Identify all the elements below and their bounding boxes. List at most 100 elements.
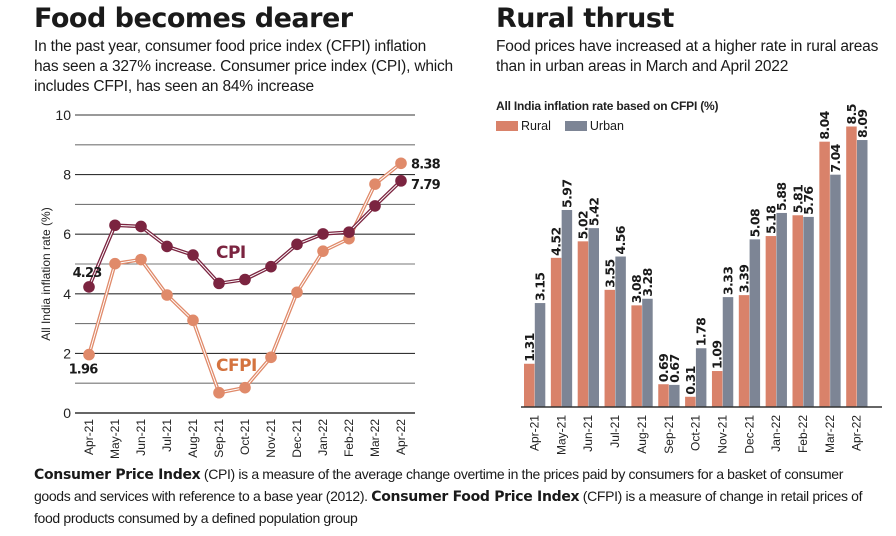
bar-rural (819, 141, 830, 407)
footnote: Consumer Price Index (CPI) is a measure … (34, 464, 874, 529)
data-point-cpi (317, 228, 329, 240)
data-point-cpi (265, 260, 277, 273)
x-tick-label: Jul-21 (608, 415, 622, 448)
data-point-cfpi (395, 157, 407, 170)
data-point-cfpi (83, 348, 95, 361)
x-tick-label: Feb-22 (796, 415, 810, 453)
bar-urban (561, 209, 573, 407)
legend-item-rural: Rural (496, 119, 551, 133)
bar-value-label: 3.55 (602, 259, 617, 287)
bar-legend: Rural Urban (496, 119, 624, 133)
y-tick-label: 8 (63, 167, 71, 183)
bar-urban (615, 256, 626, 407)
bar-rural (604, 289, 616, 407)
legend-label-rural: Rural (521, 119, 551, 133)
bar-rural (658, 384, 669, 407)
x-tick-label: Jul-21 (160, 419, 174, 452)
bar-value-label: 7.04 (828, 143, 843, 172)
legend-label-urban: Urban (589, 119, 624, 133)
bar-urban (534, 303, 546, 407)
data-point-cfpi (369, 178, 381, 190)
data-point-cpi (187, 249, 199, 261)
data-point-cpi (343, 226, 355, 238)
y-tick-label: 0 (63, 405, 71, 421)
x-tick-label: Aug-21 (635, 415, 649, 454)
x-tick-label: Sep-21 (662, 415, 676, 454)
data-point-cpi (213, 277, 225, 290)
data-point-cpi (109, 219, 121, 232)
bar-chart-heading: All India inflation rate based on CFPI (… (496, 99, 719, 113)
data-point-cfpi (317, 245, 329, 257)
data-point-cfpi (187, 314, 199, 327)
x-tick-label: Apr-22 (850, 415, 864, 451)
legend-swatch-urban (564, 121, 587, 131)
left-chart-subtitle: In the past year, consumer food price in… (34, 38, 453, 95)
bar-value-label: 0.69 (656, 354, 671, 382)
bar-value-label: 0.67 (667, 354, 682, 382)
data-label: 1.96 (69, 363, 99, 378)
bar-urban (830, 174, 841, 407)
x-tick-label: Jan-22 (316, 419, 330, 456)
bar-value-label: 5.88 (774, 183, 789, 211)
bar-rural (738, 295, 750, 407)
bar-urban (588, 228, 599, 407)
x-tick-label: May-21 (554, 415, 568, 455)
data-point-cfpi (109, 257, 121, 270)
bar-value-label: 3.08 (629, 275, 644, 303)
left-chart-title: Food becomes dearer (34, 3, 353, 34)
x-tick-label: Dec-21 (742, 415, 756, 454)
bar-value-label: 5.18 (763, 206, 778, 234)
bar-urban (803, 216, 814, 407)
bar-urban (776, 212, 787, 407)
bar-value-label: 8.09 (855, 110, 870, 138)
x-tick-label: Mar-22 (368, 419, 382, 457)
bar-urban (857, 140, 868, 407)
bar-value-label: 4.56 (613, 225, 628, 254)
data-point-cpi (135, 220, 147, 233)
x-tick-label: Apr-21 (82, 419, 96, 455)
data-point-cfpi (135, 253, 147, 266)
footnote-text-cpi: (CPI) is a measure of the average change… (34, 466, 844, 504)
data-point-cpi (239, 273, 251, 286)
y-tick-label: 4 (63, 286, 71, 302)
bar-rural (577, 241, 589, 407)
bar-urban (669, 384, 680, 407)
x-tick-label: Apr-22 (394, 419, 408, 455)
bar-value-label: 5.02 (575, 211, 590, 239)
bar-value-label: 0.31 (683, 366, 698, 394)
bar-rural (685, 396, 696, 407)
right-chart-title: Rural thrust (496, 3, 674, 34)
x-tick-label: Nov-21 (264, 419, 278, 458)
bar-value-label: 3.39 (737, 265, 752, 293)
bar-value-label: 5.08 (747, 209, 762, 237)
bar-rural (524, 363, 535, 407)
x-tick-label: Aug-21 (186, 419, 200, 458)
bar-value-label: 8.5 (844, 104, 859, 124)
bar-value-label: 8.04 (817, 110, 832, 139)
data-point-cfpi (291, 286, 303, 299)
x-tick-label: Jan-22 (769, 415, 783, 452)
data-point-cfpi (213, 386, 225, 399)
bar-chart: 1.31 3.15 Apr-21 4.52 5.97 May-21 5.025.42 Jun-… (521, 104, 882, 455)
bar-value-label: 1.78 (694, 318, 709, 346)
bar-value-label: 5.81 (790, 185, 805, 213)
x-tick-label: Oct-21 (238, 419, 252, 455)
bar-rural (711, 371, 723, 407)
legend-swatch-rural (496, 121, 518, 131)
bar-rural (550, 257, 562, 407)
bar-urban (642, 298, 653, 407)
data-point-cfpi (239, 381, 251, 394)
x-tick-label: Feb-22 (342, 419, 356, 457)
legend-item-urban: Urban (564, 119, 624, 133)
bar-value-label: 5.42 (586, 198, 601, 226)
data-label: 8.38 (411, 157, 441, 172)
bar-value-label: 5.76 (801, 186, 816, 215)
line-chart: 0 2 4 6 8 10 All India inflation rate (%) Apr-2… (39, 107, 441, 459)
bar-urban (749, 239, 761, 407)
data-point-cpi (291, 238, 303, 251)
footnote-term-cpi: Consumer Price Index (34, 467, 201, 483)
x-tick-label: Apr-21 (528, 415, 542, 451)
bar-value-label: 3.15 (533, 273, 548, 301)
right-chart-subtitle: Food prices have increased at a higher r… (496, 38, 879, 75)
